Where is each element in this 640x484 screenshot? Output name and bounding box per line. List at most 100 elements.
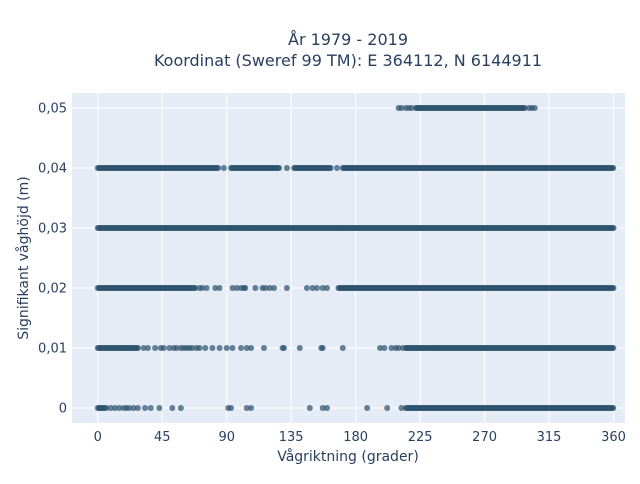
scatter-point (177, 405, 184, 411)
x-tick-label: 360 (601, 430, 626, 445)
scatter-point (377, 345, 384, 351)
scatter-point (152, 345, 159, 351)
scatter-point (327, 165, 334, 171)
scatter-point (339, 345, 346, 351)
scatter-point (262, 285, 269, 291)
scatter-point (260, 345, 267, 351)
y-tick-label: 0 (59, 402, 67, 417)
scatter-point (319, 405, 326, 411)
scatter-point (243, 345, 250, 351)
scatter-point (266, 285, 273, 291)
x-tick-label: 90 (218, 430, 235, 445)
scatter-point (238, 345, 245, 351)
scatter-point (140, 345, 147, 351)
scatter-point (319, 345, 326, 351)
y-tick-label: 0,03 (38, 222, 67, 237)
x-tick-label: 135 (279, 430, 304, 445)
scatter-point (130, 405, 137, 411)
x-axis-label: Vågriktning (grader) (277, 448, 419, 465)
x-tick-label: 180 (343, 430, 368, 445)
scatter-point (223, 345, 230, 351)
data-points (94, 105, 617, 411)
scatter-point (215, 165, 222, 171)
scatter-point (309, 285, 316, 291)
scatter-point (319, 285, 326, 291)
scatter-point (531, 105, 538, 111)
x-tick-label: 270 (472, 430, 497, 445)
scatter-point (116, 405, 123, 411)
scatter-point (610, 405, 617, 411)
scatter-point (229, 345, 236, 351)
scatter-point (303, 285, 310, 291)
scatter-point (216, 345, 223, 351)
scatter-point (610, 225, 617, 231)
scatter-point (134, 405, 141, 411)
scatter-point (313, 285, 320, 291)
scatter-point (296, 345, 303, 351)
scatter-point (248, 405, 255, 411)
scatter-point (126, 405, 133, 411)
scatter-point (610, 345, 617, 351)
scatter-point (276, 165, 283, 171)
scatter-point (521, 105, 528, 111)
scatter-point (216, 285, 223, 291)
scatter-point (192, 285, 199, 291)
scatter-point (248, 345, 255, 351)
scatter-point (142, 405, 149, 411)
scatter-point (384, 405, 391, 411)
x-tick-label: 315 (537, 430, 562, 445)
scatter-point (199, 285, 206, 291)
y-axis-ticks: 0 0,01 0,02 0,03 0,04 0,05 (38, 102, 67, 417)
scatter-point (398, 405, 405, 411)
scatter-point (610, 165, 617, 171)
y-tick-label: 0,05 (38, 102, 67, 117)
chart-title: År 1979 - 2019 (288, 30, 408, 49)
y-axis-label: Signifikant våghöjd (m) (15, 176, 32, 339)
scatter-point (364, 405, 371, 411)
scatter-point (271, 285, 277, 291)
chart-subtitle: Koordinat (Sweref 99 TM): E 364112, N 61… (154, 51, 542, 70)
scatter-point (281, 345, 288, 351)
y-tick-label: 0,01 (38, 342, 67, 357)
scatter-point (399, 345, 406, 351)
scatter-point (111, 405, 118, 411)
scatter-point (610, 285, 617, 291)
plot-area (72, 93, 625, 423)
scatter-point (196, 345, 203, 351)
scatter-point (388, 345, 395, 351)
scatter-point (243, 405, 250, 411)
scatter-point (220, 165, 227, 171)
scatter-point (306, 405, 313, 411)
scatter-point (252, 285, 259, 291)
scatter-point (283, 285, 290, 291)
scatter-point (233, 285, 240, 291)
scatter-point (209, 345, 216, 351)
x-axis-ticks: 0 45 90 135 180 225 270 315 360 (94, 430, 626, 445)
scatter-point (147, 405, 154, 411)
scatter-point (283, 165, 290, 171)
scatter-point (134, 345, 141, 351)
y-tick-label: 0,02 (38, 282, 67, 297)
scatter-point (242, 285, 249, 291)
scatter-point (408, 105, 415, 111)
x-tick-label: 45 (154, 430, 171, 445)
scatter-point (166, 345, 173, 351)
x-tick-label: 225 (408, 430, 433, 445)
scatter-point (189, 345, 196, 351)
y-tick-label: 0,04 (38, 162, 67, 177)
scatter-point (324, 405, 331, 411)
scatter-point (202, 345, 209, 351)
scatter-point (398, 105, 405, 111)
scatter-point (144, 345, 151, 351)
scatter-point (107, 405, 114, 411)
scatter-point (212, 285, 219, 291)
scatter-point (169, 405, 176, 411)
scatter-point (203, 285, 210, 291)
x-tick-label: 0 (94, 430, 102, 445)
scatter-point (156, 405, 163, 411)
scatter-point (381, 345, 388, 351)
scatter-point (229, 285, 236, 291)
scatter-point (160, 345, 167, 351)
scatter-point (334, 165, 341, 171)
